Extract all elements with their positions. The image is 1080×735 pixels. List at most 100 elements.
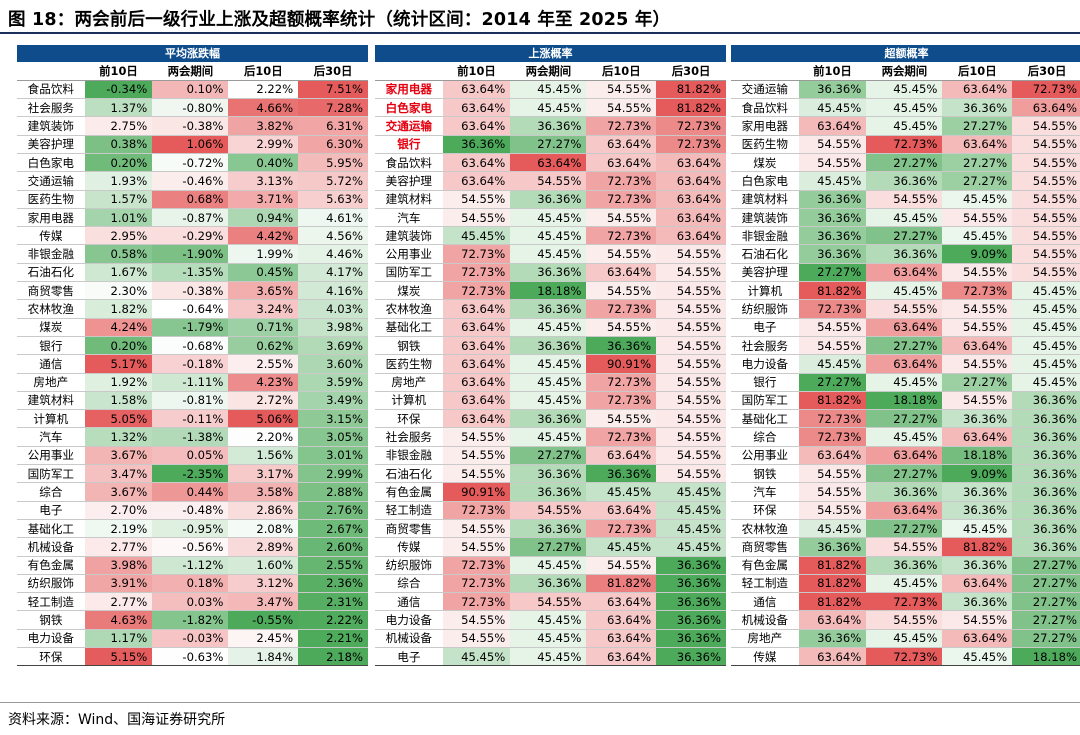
value-cell: 72.73% [442,592,511,612]
value-cell: 2.75% [84,116,153,136]
value-cell: 54.55% [586,556,657,575]
industry-name: 环保 [375,409,443,429]
value-cell: 5.05% [84,409,153,429]
table-row: 建筑材料 1.58% -0.81% 2.72% 3.49% [17,391,368,411]
table-row: 传媒 63.64% 72.73% 45.45% 18.18% [731,647,1080,667]
table-row: 通信 81.82% 72.73% 36.36% 27.27% [731,592,1080,612]
table-row: 银行 0.20% -0.68% 0.62% 3.69% [17,336,368,356]
value-cell: -0.38% [152,116,229,136]
value-cell: 1.58% [84,391,153,411]
table-row: 美容护理 27.27% 63.64% 54.55% 54.55% [731,263,1080,283]
industry-name: 社会服务 [731,336,799,356]
column-header: 后10日 [942,62,1013,81]
value-cell: 3.01% [298,446,368,466]
value-cell: 4.17% [298,263,368,283]
industry-name: 纺织服饰 [375,556,443,575]
value-cell: 5.15% [84,647,153,667]
table-row: 煤炭 54.55% 27.27% 27.27% 54.55% [731,153,1080,173]
value-cell: 1.93% [84,171,153,191]
table-row: 食品饮料 63.64% 63.64% 63.64% 63.64% [375,153,726,173]
industry-name: 轻工制造 [375,501,443,520]
value-cell: 63.64% [942,574,1013,594]
value-cell: 45.45% [1012,281,1080,301]
value-cell: 54.55% [586,208,657,228]
value-cell: -0.55% [228,610,299,630]
value-cell: 45.45% [586,537,657,557]
table-row: 建筑装饰 45.45% 45.45% 72.73% 63.64% [375,226,726,246]
value-cell: 54.55% [1012,190,1080,209]
table-row: 电力设备 45.45% 63.64% 54.55% 45.45% [731,354,1080,374]
value-cell: 45.45% [942,647,1013,667]
value-cell: 45.45% [510,244,587,264]
value-cell: -2.35% [152,464,229,484]
value-cell: 36.36% [510,409,587,429]
value-cell: -0.81% [152,391,229,411]
value-cell: 63.64% [942,427,1013,447]
value-cell: 54.55% [942,263,1013,283]
value-cell: 4.56% [298,226,368,246]
industry-name: 综合 [375,574,443,594]
value-cell: 36.36% [656,556,726,575]
value-cell: 36.36% [798,244,867,264]
header-row: 前10日 两会期间 后10日 后30日 [17,62,368,81]
value-cell: 63.64% [866,354,943,374]
value-cell: 63.64% [798,647,867,667]
value-cell: 2.86% [228,501,299,520]
value-cell: 45.45% [510,391,587,411]
table-row: 非银金融 36.36% 27.27% 45.45% 54.55% [731,226,1080,246]
value-cell: 0.10% [152,80,229,100]
value-cell: 63.64% [656,226,726,246]
data-table: 前10日 两会期间 后10日 后30日 食品饮料 -0.34% 0.10% 2.22% 7.51… [17,62,368,667]
value-cell: 63.64% [942,336,1013,356]
value-cell: 45.45% [866,629,943,649]
value-cell: 54.55% [1012,116,1080,136]
table-row: 交通运输 36.36% 45.45% 63.64% 72.73% [731,80,1080,100]
value-cell: 27.27% [942,116,1013,136]
industry-name: 综合 [17,482,85,502]
value-cell: 54.55% [866,537,943,557]
value-cell: 54.55% [510,171,587,191]
industry-name: 有色金属 [375,482,443,502]
value-cell: 36.36% [586,464,657,484]
value-cell: 45.45% [866,208,943,228]
value-cell: 54.55% [1012,226,1080,246]
value-cell: 63.64% [866,501,943,520]
value-cell: 54.55% [656,446,726,466]
table-row: 机械设备 54.55% 45.45% 63.64% 36.36% [375,629,726,649]
table-row: 建筑装饰 2.75% -0.38% 3.82% 6.31% [17,116,368,136]
table-row: 综合 72.73% 45.45% 63.64% 36.36% [731,427,1080,447]
value-cell: 54.55% [866,610,943,630]
value-cell: 45.45% [1012,299,1080,319]
value-cell: 81.82% [942,537,1013,557]
value-cell: 45.45% [586,482,657,502]
value-cell: -0.80% [152,98,229,118]
industry-name: 石油石化 [17,263,85,283]
table-row: 有色金属 3.98% -1.12% 1.60% 2.55% [17,556,368,575]
value-cell: 54.55% [942,208,1013,228]
value-cell: 36.36% [510,190,587,209]
value-cell: 3.13% [228,171,299,191]
value-cell: 36.36% [1012,446,1080,466]
value-cell: 54.55% [942,610,1013,630]
value-cell: 45.45% [866,281,943,301]
table-row: 机械设备 63.64% 54.55% 54.55% 27.27% [731,610,1080,630]
value-cell: 0.20% [84,153,153,173]
value-cell: 18.18% [1012,647,1080,667]
value-cell: 45.45% [1012,354,1080,374]
value-cell: 72.73% [1012,80,1080,100]
value-cell: 1.82% [84,299,153,319]
value-cell: 5.63% [298,190,368,209]
value-cell: 36.36% [510,482,587,502]
value-cell: 1.17% [84,629,153,649]
value-cell: 54.55% [656,281,726,301]
value-cell: 2.55% [228,354,299,374]
value-cell: 36.36% [510,263,587,283]
value-cell: 54.55% [942,391,1013,411]
value-cell: 1.57% [84,190,153,209]
value-cell: 63.64% [866,446,943,466]
value-cell: 36.36% [798,537,867,557]
industry-name: 钢铁 [17,610,85,630]
value-cell: 9.09% [942,244,1013,264]
value-cell: 54.55% [798,318,867,337]
value-cell: 45.45% [866,80,943,100]
